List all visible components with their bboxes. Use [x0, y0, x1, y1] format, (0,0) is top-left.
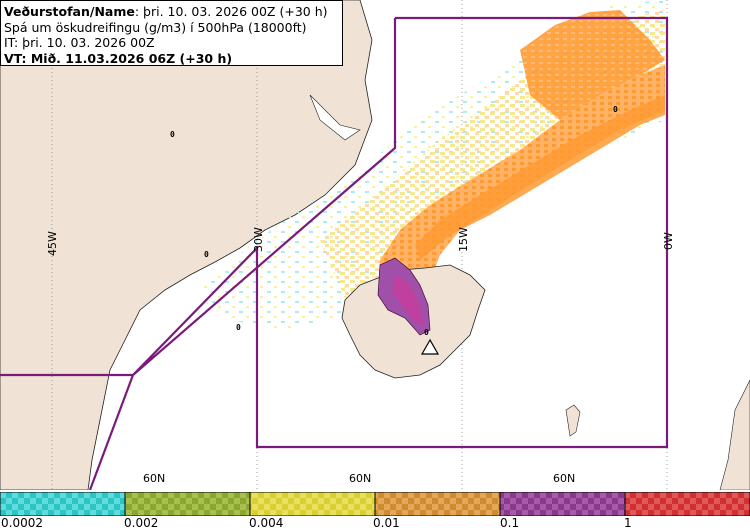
- greenland-fjord: [309, 94, 361, 141]
- legend-swatch: [0, 492, 126, 516]
- map-header: Veðurstofan/Name: þri. 10. 03. 2026 00Z …: [0, 0, 343, 66]
- contour-label: 0: [424, 328, 429, 337]
- legend-tick: 0.1: [500, 516, 520, 530]
- greenland-land: [0, 0, 373, 490]
- header-valid-time: VT: Mið. 11.03.2026 06Z (+30 h): [4, 50, 233, 66]
- legend-tick: 0.0002: [1, 516, 43, 530]
- fir-boundary: [0, 16, 669, 490]
- contour-label: 0: [613, 105, 618, 114]
- ash-plume-core: [415, 95, 665, 260]
- legend-tick: 0.002: [124, 516, 159, 530]
- warning-triangle-icon: [420, 338, 440, 355]
- concentration-legend: 0.0002 0.002 0.004 0.01 0.1 1: [0, 490, 750, 532]
- header-org: Veðurstofan/Name: [4, 4, 135, 19]
- ash-dispersion-map: 0 0 0 0 0 45W 30W 15W 0W 60N 60N 60N: [0, 0, 750, 490]
- legend-swatch: [124, 492, 251, 516]
- legend-swatch: [624, 492, 750, 516]
- legend-colorbar: [0, 492, 750, 516]
- header-line-3: IT: þri. 10. 03. 2026 00Z: [4, 35, 155, 50]
- legend-tick: 1: [624, 516, 632, 530]
- contour-label: 0: [236, 323, 241, 332]
- ash-core-outline: [377, 257, 431, 336]
- lon-label-30w: 30W: [252, 227, 265, 252]
- contour-label: 0: [204, 250, 209, 259]
- legend-tick: 0.01: [373, 516, 400, 530]
- lat-label-60n: 60N: [553, 472, 575, 485]
- legend-swatch: [499, 492, 626, 516]
- legend-swatch: [374, 492, 501, 516]
- contour-label: 0: [170, 130, 175, 139]
- lon-label-45w: 45W: [46, 231, 59, 256]
- legend-swatch: [249, 492, 376, 516]
- lat-label-60n: 60N: [143, 472, 165, 485]
- header-line-2: Spá um öskudreifingu (g/m3) í 500hPa (18…: [4, 19, 307, 35]
- norway-coast-land: [719, 379, 750, 490]
- lon-label-0w: 0W: [662, 232, 675, 250]
- ash-plume-upper: [520, 10, 665, 120]
- lat-label-60n: 60N: [349, 472, 371, 485]
- header-line-1: Veðurstofan/Name: þri. 10. 03. 2026 00Z …: [4, 4, 342, 20]
- lon-label-15w: 15W: [457, 227, 470, 252]
- ash-core-magenta: [392, 275, 424, 325]
- legend-tick: 0.004: [249, 516, 284, 530]
- jan-mayen-land: [565, 404, 581, 437]
- header-issue: : þri. 10. 03. 2026 00Z (+30 h): [134, 4, 328, 19]
